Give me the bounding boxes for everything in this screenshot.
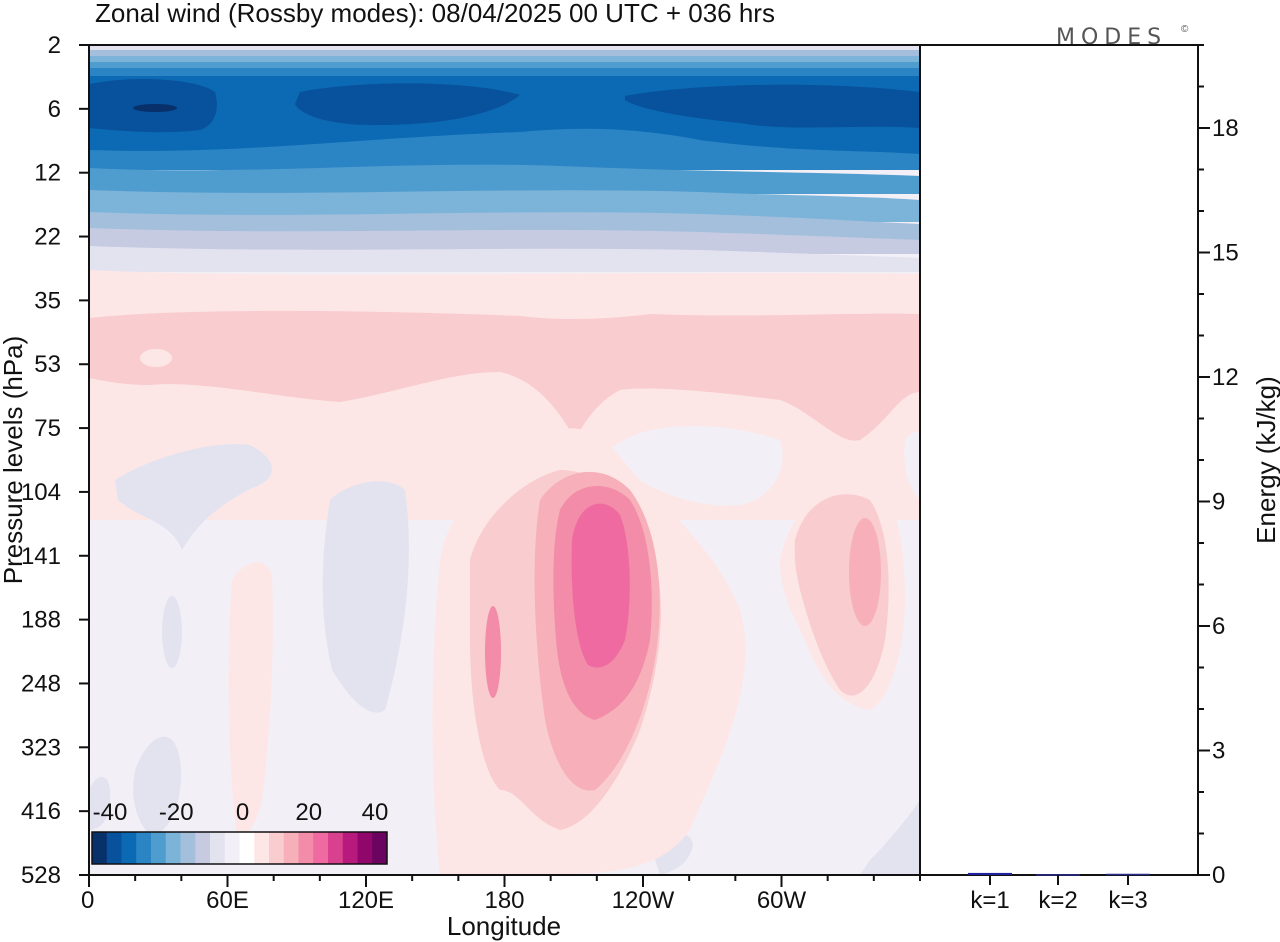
energy-category-label: k=3 <box>1108 887 1147 914</box>
colorbar-swatch <box>195 832 211 864</box>
colorbar-tick-label: 40 <box>362 799 389 826</box>
y-tick-label: 12 <box>34 160 61 187</box>
y-axis-label: Pressure levels (hPa) <box>0 336 28 585</box>
x-tick-label: 0 <box>81 887 94 914</box>
colorbar-tick-label: -40 <box>93 799 128 826</box>
y-tick-label: 248 <box>21 670 61 697</box>
colorbar-swatch <box>298 832 314 864</box>
colorbar-swatch <box>210 832 226 864</box>
energy-axis-label: Energy (kJ/kg) <box>1251 376 1280 544</box>
y-tick-label: 35 <box>34 287 61 314</box>
colorbar-swatch <box>239 832 255 864</box>
colorbar-swatch <box>342 832 358 864</box>
colorbar-swatch <box>121 832 137 864</box>
energy-tick-label: 0 <box>1212 862 1225 889</box>
y-tick-label: 141 <box>21 543 61 570</box>
colorbar-swatch <box>106 832 122 864</box>
x-tick-label: 120E <box>338 887 394 914</box>
colorbar-swatch <box>92 832 108 864</box>
y-tick-label: 53 <box>34 351 61 378</box>
colorbar-swatch <box>151 832 167 864</box>
zonal-wind-contour-field <box>89 45 920 875</box>
colorbar-swatch <box>328 832 344 864</box>
energy-tick-label: 18 <box>1212 115 1239 142</box>
energy-tick-label: 12 <box>1212 364 1239 391</box>
y-tick-label: 75 <box>34 415 61 442</box>
x-tick-label: 120W <box>612 887 675 914</box>
colorbar-tick-label: 20 <box>295 799 322 826</box>
chart-title: Zonal wind (Rossby modes): 08/04/2025 00… <box>95 0 775 28</box>
colorbar-swatch <box>372 832 388 864</box>
colorbar-tick-label: 0 <box>236 799 249 826</box>
colorbar-frame <box>91 831 388 865</box>
svg-text:©: © <box>1181 24 1189 35</box>
energy-bars <box>968 872 1150 876</box>
y-tick-label: 416 <box>21 798 61 825</box>
energy-tick-label: 9 <box>1212 489 1225 516</box>
energy-category-label: k=2 <box>1038 887 1077 914</box>
x-tick-label: 60E <box>206 887 249 914</box>
energy-tick-label: 3 <box>1212 738 1225 765</box>
energy-tick-label: 15 <box>1212 240 1239 267</box>
y-tick-label: 188 <box>21 607 61 634</box>
energy-axis-ticks: 0 3 6 9 12 15 18 k=1 k=2 k=3 <box>970 44 1239 914</box>
colorbar-swatch <box>283 832 299 864</box>
y-tick-label: 22 <box>34 224 61 251</box>
y-tick-label: 528 <box>21 862 61 889</box>
colorbar-swatch <box>313 832 329 864</box>
x-tick-label: 180 <box>484 887 524 914</box>
y-tick-label: 2 <box>48 32 61 59</box>
energy-bar <box>1036 874 1080 876</box>
y-tick-label: 104 <box>21 479 61 506</box>
x-tick-label: 60W <box>757 887 807 914</box>
x-axis-label: Longitude <box>447 911 561 941</box>
colorbar-swatch <box>254 832 270 864</box>
energy-bar <box>968 872 1012 875</box>
colorbar-swatch <box>136 832 152 864</box>
y-tick-label: 6 <box>48 96 61 123</box>
energy-plot-frame <box>919 44 1199 876</box>
colorbar-swatch <box>269 832 285 864</box>
colorbar-swatch <box>165 832 181 864</box>
y-tick-label: 323 <box>21 734 61 761</box>
contour-axis-ticks: 2 6 12 22 35 53 75 104 141 188 248 323 416 528 0 60E 120… <box>21 32 921 914</box>
colorbar-tick-label: -20 <box>159 799 194 826</box>
colorbar-swatch <box>180 832 196 864</box>
energy-tick-label: 6 <box>1212 613 1225 640</box>
energy-category-label: k=1 <box>970 887 1009 914</box>
colorbar-swatch <box>357 832 373 864</box>
energy-bar <box>1106 873 1150 876</box>
colorbar-swatch <box>224 832 240 864</box>
colorbar: -40 -20 0 20 40 <box>91 799 389 865</box>
